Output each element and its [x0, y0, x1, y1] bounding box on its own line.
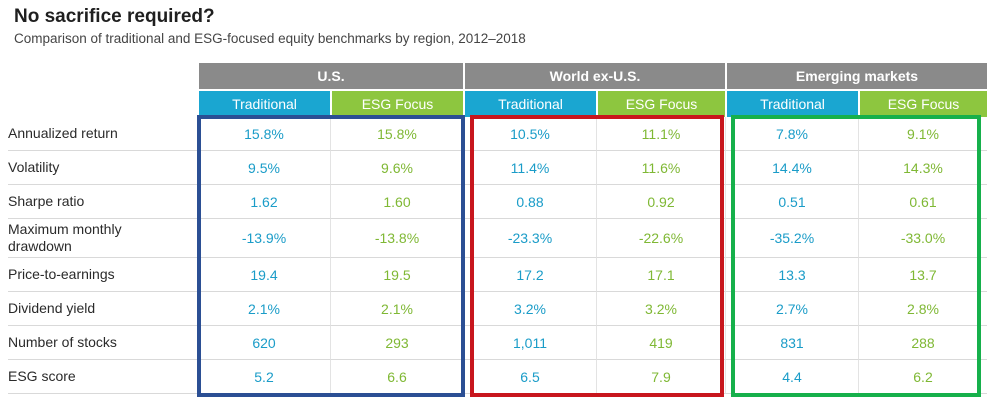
value-cell: 13.7 [858, 258, 987, 292]
value-cell: 9.6% [330, 151, 463, 185]
value-cell: 7.9 [596, 360, 725, 394]
region-us-header: U.S. [197, 63, 463, 89]
value-cell: 19.4 [197, 258, 330, 292]
value-cell: 6.5 [463, 360, 596, 394]
table-row: Volatility 9.5% 9.6% 11.4% 11.6% 14.4% 1… [8, 151, 987, 185]
value-cell: 620 [197, 326, 330, 360]
world-traditional-header: Traditional [463, 89, 596, 117]
value-cell: 14.4% [725, 151, 858, 185]
table-row: ESG score 5.2 6.6 6.5 7.9 4.4 6.2 [8, 360, 987, 394]
value-cell: 419 [596, 326, 725, 360]
value-cell: 17.2 [463, 258, 596, 292]
value-cell: 1.62 [197, 185, 330, 219]
value-cell: 2.1% [197, 292, 330, 326]
value-cell: 9.1% [858, 117, 987, 151]
value-cell: 2.7% [725, 292, 858, 326]
table-row: Sharpe ratio 1.62 1.60 0.88 0.92 0.51 0.… [8, 185, 987, 219]
value-cell: -13.9% [197, 219, 330, 258]
region-header-row: U.S. World ex-U.S. Emerging markets [8, 63, 987, 89]
table-row: Price-to-earnings 19.4 19.5 17.2 17.1 13… [8, 258, 987, 292]
table-row: Maximum monthly drawdown -13.9% -13.8% -… [8, 219, 987, 258]
region-world-header: World ex-U.S. [463, 63, 725, 89]
value-cell: 0.88 [463, 185, 596, 219]
value-cell: 15.8% [330, 117, 463, 151]
row-label: Maximum monthly drawdown [8, 219, 197, 258]
value-cell: -13.8% [330, 219, 463, 258]
value-cell: 3.2% [463, 292, 596, 326]
value-cell: 10.5% [463, 117, 596, 151]
value-cell: 11.1% [596, 117, 725, 151]
value-cell: -22.6% [596, 219, 725, 258]
us-esg-header: ESG Focus [330, 89, 463, 117]
page-title: No sacrifice required? [14, 6, 215, 27]
value-cell: 6.6 [330, 360, 463, 394]
row-label: Annualized return [8, 117, 197, 151]
value-cell: -35.2% [725, 219, 858, 258]
corner-cell [8, 63, 197, 89]
value-cell: 0.92 [596, 185, 725, 219]
row-label: Sharpe ratio [8, 185, 197, 219]
value-cell: 5.2 [197, 360, 330, 394]
page-subtitle: Comparison of traditional and ESG-focuse… [14, 31, 526, 46]
value-cell: 19.5 [330, 258, 463, 292]
value-cell: -23.3% [463, 219, 596, 258]
value-cell: 14.3% [858, 151, 987, 185]
value-cell: 13.3 [725, 258, 858, 292]
em-traditional-header: Traditional [725, 89, 858, 117]
value-cell: 293 [330, 326, 463, 360]
row-label: Dividend yield [8, 292, 197, 326]
value-cell: 9.5% [197, 151, 330, 185]
value-cell: 11.4% [463, 151, 596, 185]
value-cell: 11.6% [596, 151, 725, 185]
value-cell: 831 [725, 326, 858, 360]
region-em-header: Emerging markets [725, 63, 987, 89]
us-traditional-header: Traditional [197, 89, 330, 117]
value-cell: 4.4 [725, 360, 858, 394]
corner-cell [8, 89, 197, 117]
em-esg-header: ESG Focus [858, 89, 987, 117]
value-cell: 1.60 [330, 185, 463, 219]
value-cell: 15.8% [197, 117, 330, 151]
table-row: Dividend yield 2.1% 2.1% 3.2% 3.2% 2.7% … [8, 292, 987, 326]
value-cell: 3.2% [596, 292, 725, 326]
value-cell: 7.8% [725, 117, 858, 151]
benchmark-table: U.S. World ex-U.S. Emerging markets Trad… [8, 63, 987, 394]
row-label: Price-to-earnings [8, 258, 197, 292]
value-cell: 2.1% [330, 292, 463, 326]
value-cell: 1,011 [463, 326, 596, 360]
value-cell: -33.0% [858, 219, 987, 258]
value-cell: 0.51 [725, 185, 858, 219]
table-row: Annualized return 15.8% 15.8% 10.5% 11.1… [8, 117, 987, 151]
value-cell: 17.1 [596, 258, 725, 292]
table-row: Number of stocks 620 293 1,011 419 831 2… [8, 326, 987, 360]
value-cell: 0.61 [858, 185, 987, 219]
row-label: Number of stocks [8, 326, 197, 360]
benchmark-type-row: Traditional ESG Focus Traditional ESG Fo… [8, 89, 987, 117]
value-cell: 2.8% [858, 292, 987, 326]
value-cell: 288 [858, 326, 987, 360]
value-cell: 6.2 [858, 360, 987, 394]
row-label: ESG score [8, 360, 197, 394]
row-label: Volatility [8, 151, 197, 185]
world-esg-header: ESG Focus [596, 89, 725, 117]
